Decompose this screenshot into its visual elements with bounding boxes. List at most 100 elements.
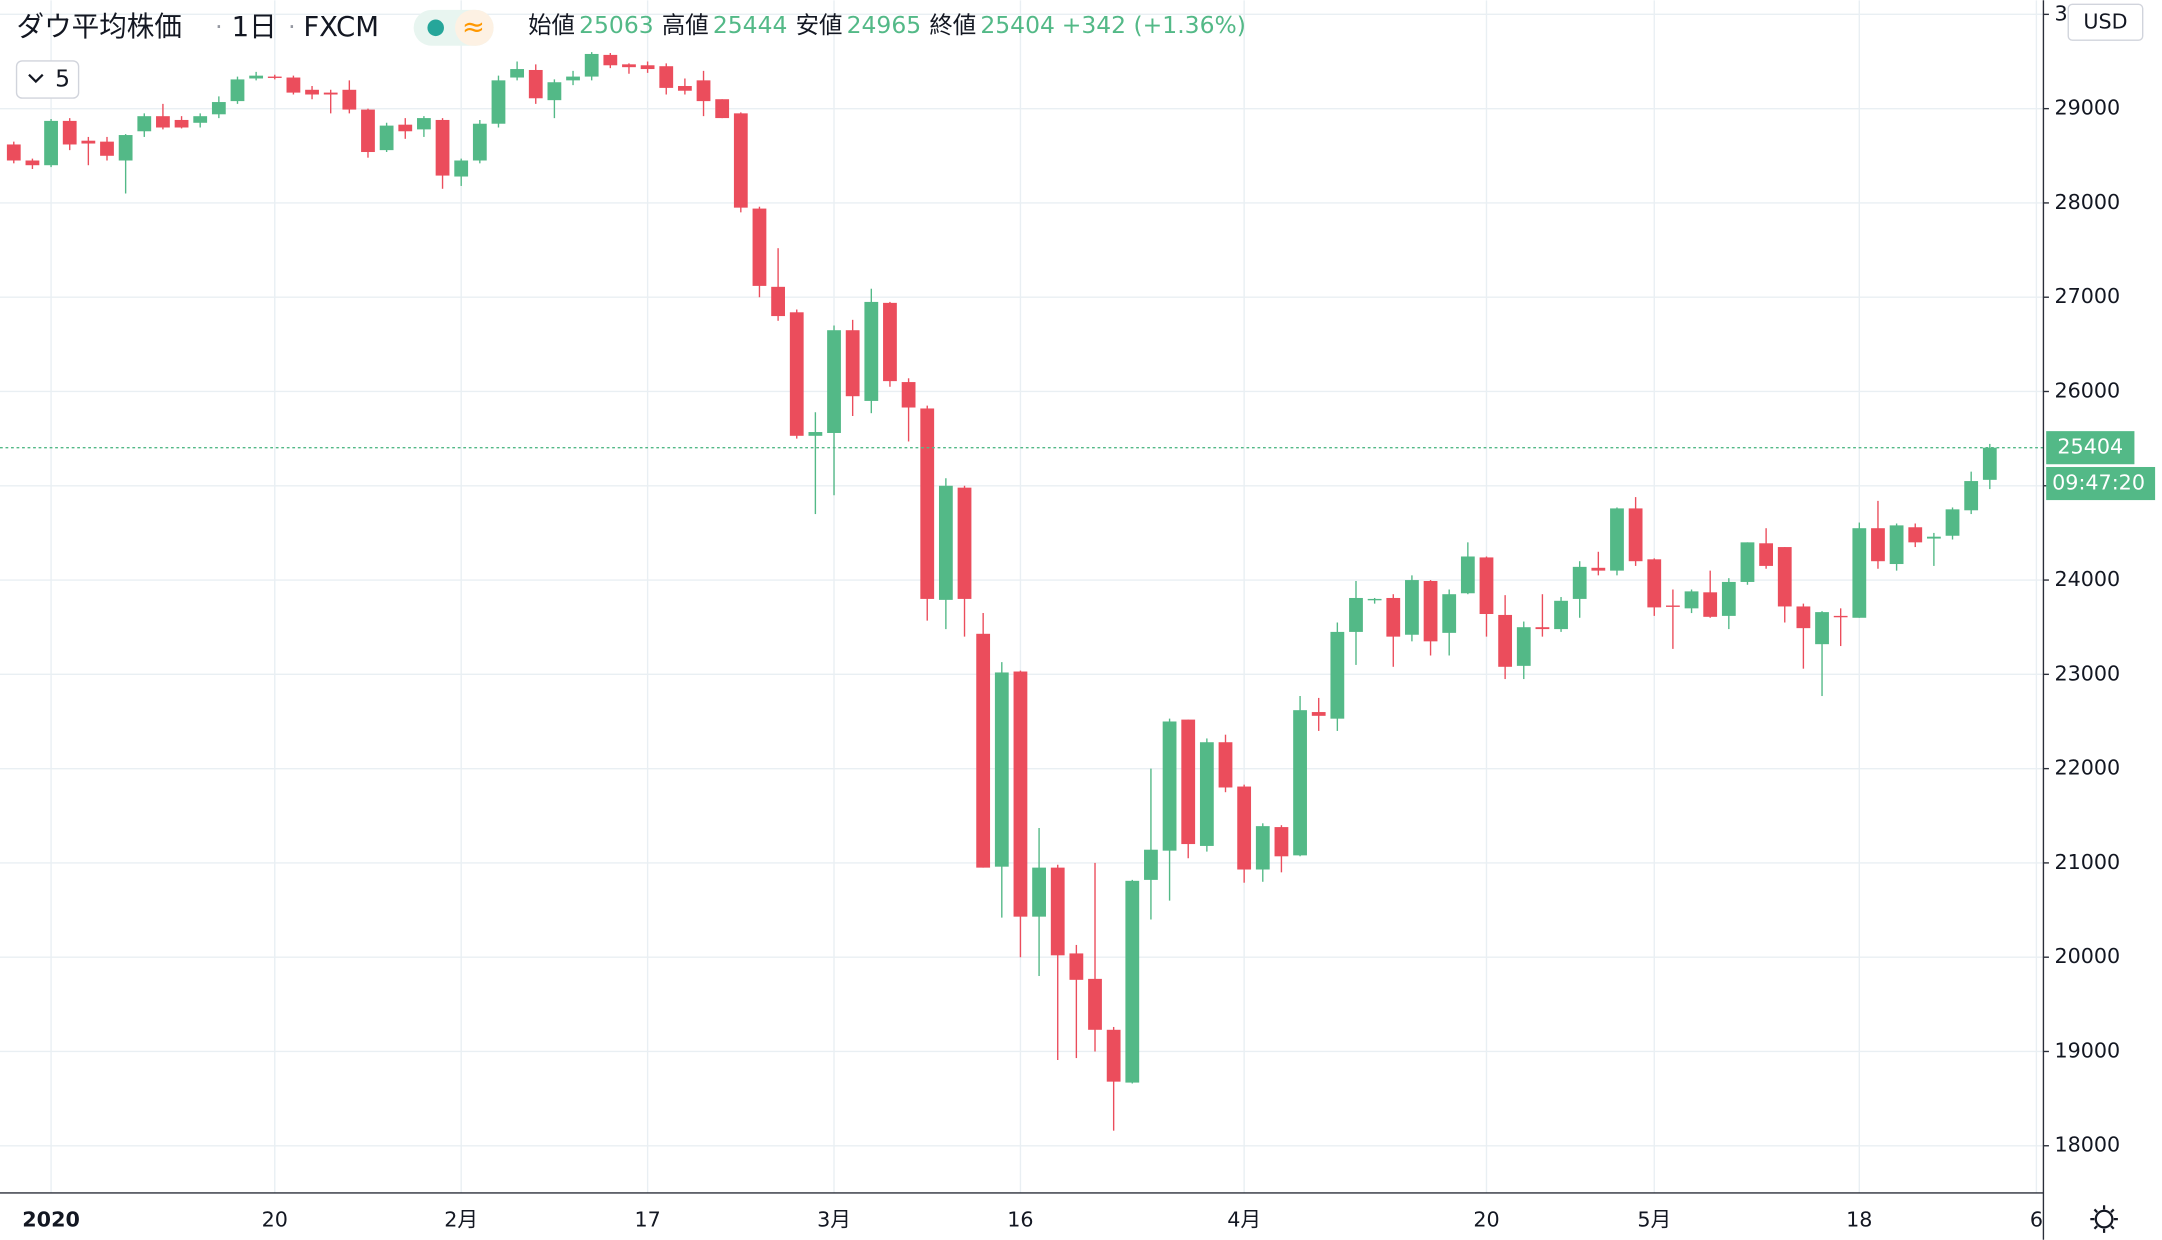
candle-body bbox=[1199, 742, 1214, 846]
candle-body bbox=[1349, 597, 1363, 632]
settings-icon[interactable] bbox=[2090, 1205, 2118, 1233]
candle-body bbox=[1982, 447, 1997, 480]
candle-body bbox=[622, 64, 636, 68]
ohlc-value: 25444 bbox=[713, 11, 788, 39]
candle-body bbox=[1405, 580, 1419, 635]
candle-body bbox=[1554, 600, 1568, 630]
candle-body bbox=[715, 99, 730, 119]
gear[interactable] bbox=[2094, 1209, 2114, 1229]
candle-body bbox=[510, 69, 525, 78]
x-tick-label: 2020 bbox=[22, 1207, 80, 1231]
y-tick-label: 3 bbox=[2054, 1, 2067, 25]
candle-body bbox=[1852, 528, 1867, 618]
candle-body bbox=[1628, 508, 1643, 562]
symbol[interactable]: ダウ平均株価 bbox=[17, 10, 182, 43]
x-tick-label: 4月 bbox=[1227, 1207, 1261, 1231]
candle-body bbox=[528, 69, 543, 99]
candle-body bbox=[1069, 953, 1084, 980]
candle-body bbox=[901, 382, 916, 408]
x-tick-label: 6 bbox=[2030, 1207, 2043, 1231]
candle-body bbox=[267, 76, 282, 78]
candle-body bbox=[1255, 826, 1270, 870]
candle-body bbox=[547, 82, 562, 101]
candle-body bbox=[1162, 721, 1177, 851]
candle-body bbox=[472, 123, 487, 161]
x-tick-label: 2月 bbox=[444, 1207, 478, 1231]
candle-body bbox=[100, 141, 114, 156]
y-tick-label: 19000 bbox=[2054, 1038, 2120, 1062]
x-tick-label: 20 bbox=[1473, 1207, 1499, 1231]
status-pill[interactable] bbox=[455, 9, 494, 46]
candle-body bbox=[1293, 710, 1307, 856]
candle-body bbox=[1125, 880, 1140, 1083]
candle-body bbox=[1535, 627, 1550, 630]
candle-body bbox=[1703, 592, 1718, 617]
indicator-toggle[interactable] bbox=[15, 60, 80, 99]
y-tick-label: 24000 bbox=[2054, 567, 2120, 591]
candle-body bbox=[603, 54, 618, 66]
ohlc-name: 終値 bbox=[929, 11, 976, 39]
ohlc-name: 高値 bbox=[662, 11, 709, 39]
candle-body bbox=[81, 140, 96, 144]
candle-body bbox=[1721, 581, 1736, 616]
gear-teeth bbox=[2090, 1205, 2118, 1233]
candle-body bbox=[1796, 606, 1811, 629]
candle-body bbox=[1945, 509, 1960, 536]
candle-body bbox=[640, 65, 655, 70]
candle-body bbox=[994, 672, 1009, 867]
interval[interactable]: 1日 bbox=[232, 10, 277, 43]
candle-body bbox=[1460, 556, 1475, 594]
delay-icon: ≈ bbox=[462, 10, 485, 43]
y-tick-label: 18000 bbox=[2054, 1133, 2120, 1157]
candle-body bbox=[305, 89, 319, 95]
candle-body bbox=[1181, 719, 1196, 845]
candle-body bbox=[864, 301, 879, 401]
candle-body bbox=[789, 312, 804, 436]
candle-body bbox=[677, 86, 692, 91]
change: +342 (+1.36%) bbox=[1062, 11, 1246, 39]
candle-body bbox=[193, 116, 208, 123]
candle-body bbox=[938, 485, 953, 600]
ohlc-name: 安値 bbox=[796, 11, 843, 39]
candle-body bbox=[1311, 712, 1326, 716]
y-tick-label: 23000 bbox=[2054, 661, 2120, 685]
candle-body bbox=[230, 79, 245, 102]
x-tick-label: 5月 bbox=[1637, 1207, 1671, 1231]
candle-body bbox=[1926, 536, 1941, 539]
candle-body bbox=[1423, 581, 1438, 642]
ohlc-value: 24965 bbox=[847, 11, 922, 39]
x-tick-label: 17 bbox=[634, 1207, 660, 1231]
candle-body bbox=[1237, 786, 1252, 870]
x-tick-label: 20 bbox=[262, 1207, 288, 1231]
x-tick-label: 18 bbox=[1846, 1207, 1872, 1231]
y-tick-label: 26000 bbox=[2054, 378, 2120, 402]
candle-body bbox=[1740, 542, 1755, 582]
countdown-tag bbox=[2046, 466, 2156, 501]
candle-body bbox=[957, 487, 972, 599]
candle-body bbox=[808, 432, 823, 436]
candle-body bbox=[752, 208, 767, 286]
y-tick-label: 29000 bbox=[2054, 96, 2120, 120]
y-tick-label: 22000 bbox=[2054, 756, 2120, 780]
candle-body bbox=[25, 160, 40, 166]
candle-body bbox=[1013, 671, 1028, 917]
market-open-dot bbox=[427, 19, 444, 37]
candle-body bbox=[1088, 978, 1102, 1030]
candle-body bbox=[118, 135, 133, 161]
candle-body bbox=[323, 92, 338, 95]
price-tag-label: 25404 bbox=[2057, 435, 2123, 459]
candle-body bbox=[1330, 631, 1345, 719]
candle-body bbox=[342, 89, 357, 110]
currency-box[interactable] bbox=[2067, 3, 2144, 41]
candle-body bbox=[62, 120, 77, 145]
candle-body bbox=[137, 116, 152, 132]
candle-body bbox=[883, 302, 897, 382]
currency[interactable]: USD bbox=[2083, 9, 2127, 33]
candle-body bbox=[1889, 525, 1904, 565]
candle-body bbox=[1684, 591, 1699, 609]
countdown-label: 09:47:20 bbox=[2052, 471, 2145, 495]
candle-body bbox=[1106, 1029, 1121, 1082]
candle-body bbox=[976, 633, 991, 868]
header: ダウ平均株価 · 1日 · FXCM ≈ 5 bbox=[15, 9, 494, 99]
